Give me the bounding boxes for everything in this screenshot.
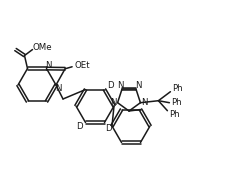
Text: N: N xyxy=(135,81,141,90)
Text: N: N xyxy=(117,81,123,90)
Text: D: D xyxy=(105,124,112,133)
Text: N: N xyxy=(55,84,61,93)
Text: OEt: OEt xyxy=(74,61,90,70)
Text: D: D xyxy=(76,122,83,131)
Text: Ph: Ph xyxy=(171,98,182,107)
Text: N: N xyxy=(141,98,148,107)
Text: N: N xyxy=(110,98,117,107)
Text: N: N xyxy=(45,60,52,69)
Text: D: D xyxy=(107,81,114,90)
Text: Ph: Ph xyxy=(169,110,180,119)
Text: Ph: Ph xyxy=(172,84,183,93)
Text: OMe: OMe xyxy=(33,43,52,52)
